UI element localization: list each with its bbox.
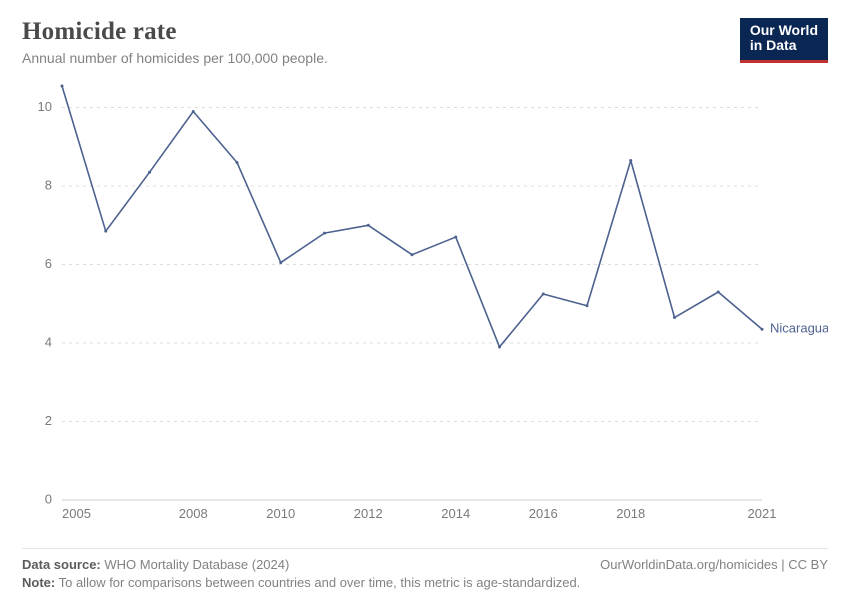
series-point [323, 232, 326, 235]
x-tick-label: 2012 [354, 506, 383, 521]
page-subtitle: Annual number of homicides per 100,000 p… [22, 50, 328, 66]
series-point [673, 316, 676, 319]
series-point [629, 159, 632, 162]
series-point [411, 253, 414, 256]
line-chart: 0 2 4 6 8 10 2005 2008 2010 2012 2014 2016 2018 2021 N… [22, 80, 828, 532]
attribution: OurWorldinData.org/homicides | CC BY [600, 557, 828, 572]
series-point [586, 304, 589, 307]
chart-area: 0 2 4 6 8 10 2005 2008 2010 2012 2014 2016 2018 2021 N… [22, 80, 828, 532]
y-tick-label: 4 [45, 334, 52, 349]
series-point [61, 84, 64, 87]
logo-line-1: Our World [750, 23, 818, 38]
footer-note-label: Note: [22, 575, 55, 590]
series-point [454, 236, 457, 239]
footer-note-value: To allow for comparisons between countri… [59, 575, 581, 590]
data-source-value: WHO Mortality Database (2024) [104, 557, 289, 572]
series-line [62, 86, 762, 347]
series-point [148, 171, 151, 174]
x-tick-label: 2010 [266, 506, 295, 521]
y-tick-label: 2 [45, 413, 52, 428]
series-point [236, 161, 239, 164]
series-point [367, 224, 370, 227]
series-point [717, 291, 720, 294]
series-point [104, 230, 107, 233]
x-tick-label: 2014 [441, 506, 470, 521]
y-tick-label: 10 [38, 99, 52, 114]
y-tick-label: 8 [45, 177, 52, 192]
series-point [498, 345, 501, 348]
data-source-label: Data source: [22, 557, 101, 572]
chart-footer: Data source: WHO Mortality Database (202… [22, 548, 828, 590]
y-tick-label: 0 [45, 491, 52, 506]
x-tick-label: 2005 [62, 506, 91, 521]
x-tick-label: 2016 [529, 506, 558, 521]
series-point [542, 292, 545, 295]
x-tick-label: 2008 [179, 506, 208, 521]
page-title: Homicide rate [22, 18, 328, 46]
x-tick-label: 2018 [616, 506, 645, 521]
series-point [192, 110, 195, 113]
data-source: Data source: WHO Mortality Database (202… [22, 557, 289, 572]
logo-line-2: in Data [750, 38, 818, 53]
owid-logo: Our World in Data [740, 18, 828, 63]
series-point [761, 328, 764, 331]
y-tick-label: 6 [45, 256, 52, 271]
footer-note: Note: To allow for comparisons between c… [22, 575, 828, 590]
x-tick-label: 2021 [748, 506, 777, 521]
series-label: Nicaragua [770, 321, 828, 336]
series-point [279, 261, 282, 264]
